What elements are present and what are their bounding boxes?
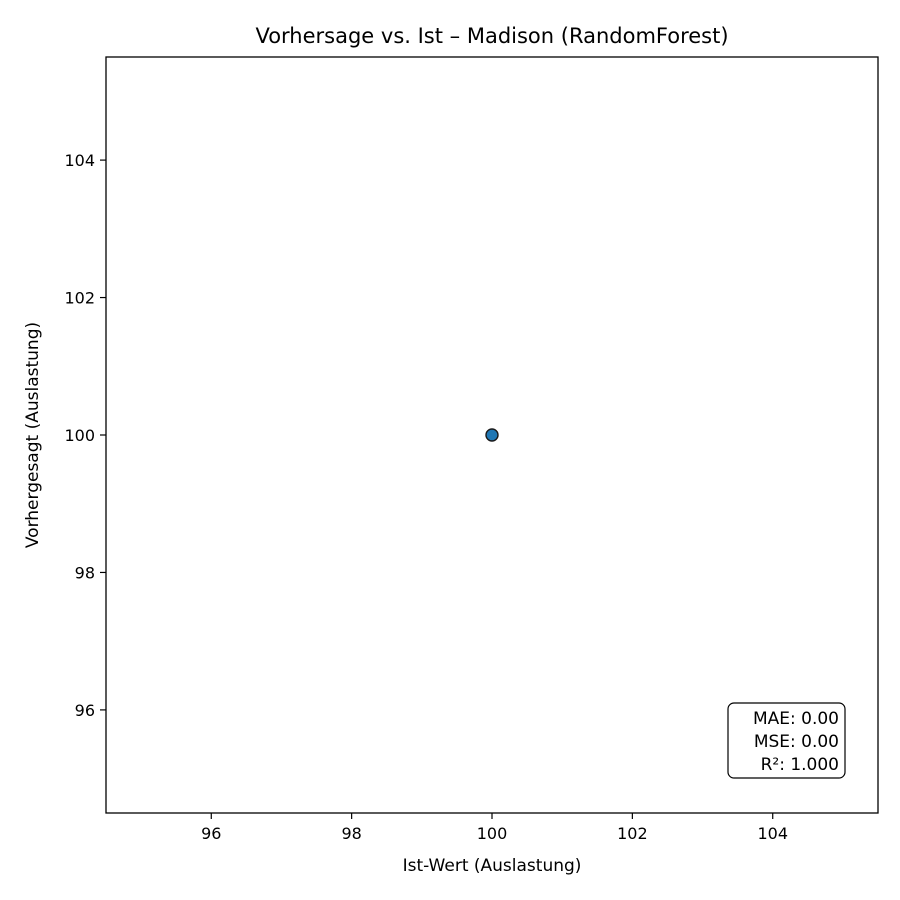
- x-tick-label: 98: [341, 824, 361, 843]
- y-tick-label: 98: [75, 563, 95, 582]
- x-tick-label: 100: [477, 824, 508, 843]
- y-axis-label: Vorhergesagt (Auslastung): [23, 322, 43, 548]
- stats-mae: MAE: 0.00: [753, 709, 839, 729]
- x-axis: 96 98 100 102 104: [201, 813, 788, 843]
- y-axis: 96 98 100 102 104: [64, 151, 106, 720]
- y-tick-label: 104: [64, 151, 95, 170]
- data-point: [485, 428, 499, 442]
- y-tick-label: 100: [64, 426, 95, 445]
- x-tick-label: 104: [757, 824, 788, 843]
- y-tick-label: 96: [75, 701, 95, 720]
- y-tick-label: 102: [64, 289, 95, 308]
- data-points: [485, 428, 499, 442]
- x-tick-label: 102: [617, 824, 648, 843]
- x-tick-label: 96: [201, 824, 221, 843]
- stats-mse: MSE: 0.00: [754, 732, 839, 752]
- chart-title: Vorhersage vs. Ist – Madison (RandomFore…: [255, 24, 728, 48]
- stats-box-frame: [727, 702, 846, 779]
- stats-box: MAE: 0.00 MSE: 0.00 R²: 1.000: [727, 702, 846, 779]
- x-axis-label: Ist-Wert (Auslastung): [403, 856, 582, 876]
- stats-r2: R²: 1.000: [761, 755, 839, 775]
